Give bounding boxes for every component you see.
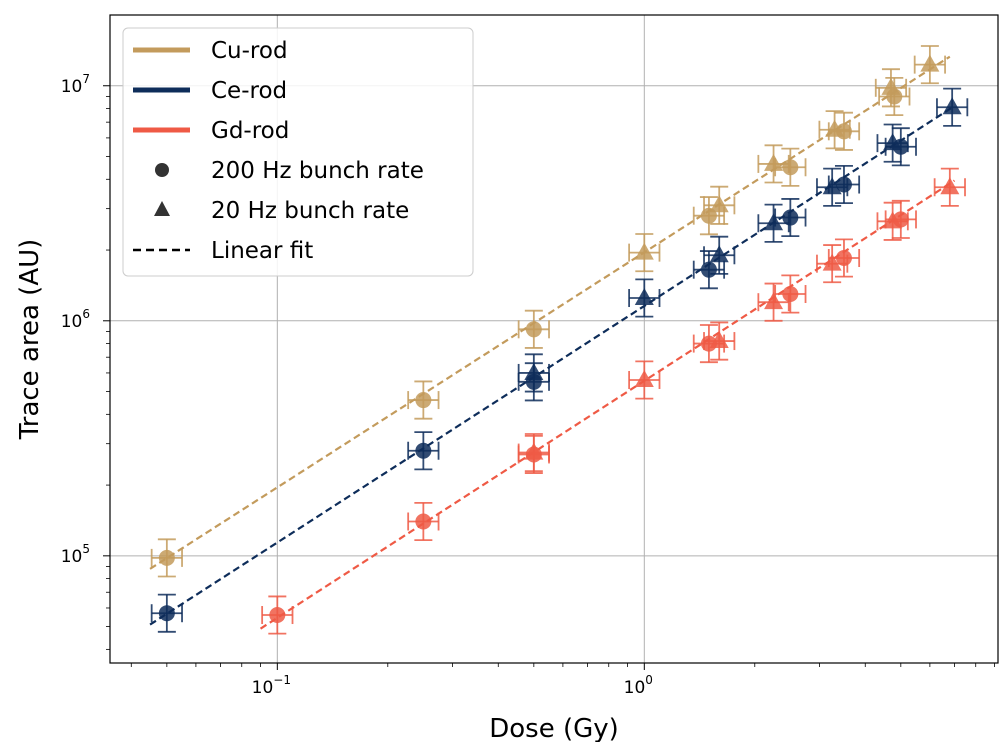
ce-rod-200hz-point-4 [774,198,807,238]
circle-marker [415,392,432,409]
cu-rod-20hz-point-5 [913,45,946,85]
legend-label: Ce-rod [211,78,287,104]
ce-rod-200hz-point-1 [407,431,440,471]
triangle-marker [709,245,729,263]
triangle-marker [634,242,654,260]
ce-rod-20hz-point-0 [517,353,550,393]
ce-rod-200hz-point-0 [150,593,183,633]
cu-rod-20hz-point-3 [818,110,851,150]
x-tick-label-1: 100 [624,673,653,698]
y-tick-label-0: 105 [61,542,90,567]
triangle-marker [881,77,901,95]
triangle-marker [822,253,842,271]
legend-item-3: 200 Hz bunch rate [155,158,424,184]
circle-marker [269,607,286,624]
cu-rod-200hz-point-0 [150,538,183,578]
ce-rod-20hz-point-6 [936,87,969,127]
gd-rod-20hz-point-3 [757,282,790,322]
circle-marker [782,286,799,303]
legend-item-1: Ce-rod [133,78,287,104]
gd-rod-20hz-point-1 [628,360,661,400]
y-tick-label-2: 107 [61,72,90,97]
circle-marker [415,442,432,459]
fit-line-ce-rod [149,105,956,626]
triangle-marker [883,211,903,229]
legend: Cu-rod Ce-rod Gd-rod 200 Hz bunch rate 20 Hz… [122,27,474,277]
plot-frame [109,14,999,664]
cu-rod-200hz-point-2 [517,309,550,349]
triangle-marker [764,292,784,310]
triangle-marker [709,331,729,349]
triangle-marker [524,442,544,460]
circle-marker [158,605,175,622]
gd-rod-20hz-point-0 [517,433,550,473]
legend-box [122,27,474,277]
cu-rod-20hz-point-0 [628,233,661,273]
ce-rod-20hz-point-3 [757,203,790,243]
ce-rod-20hz-point-2 [703,235,736,275]
triangle-marker [883,133,903,151]
triangle-marker [634,288,654,306]
circle-marker [782,209,799,226]
circle-marker [525,321,542,338]
legend-triangle-icon [154,201,170,216]
legend-label: Linear fit [211,238,313,264]
triangle-marker [942,97,962,115]
legend-label: 20 Hz bunch rate [211,198,409,224]
legend-item-0: Cu-rod [133,38,288,64]
legend-circle-icon [155,163,169,177]
ce-rod-20hz-point-1 [628,278,661,318]
triangle-marker [920,54,940,72]
ce-rod-20hz-point-4 [816,167,849,207]
triangle-marker [764,153,784,171]
gd-rod-200hz-point-1 [407,501,440,542]
gd-rod-20hz-point-2 [703,321,736,361]
triangle-marker [822,177,842,195]
triangle-marker [940,177,960,195]
axis-ticks: 10−1 100 105 106 107 [61,72,995,698]
gd-rod-20hz-point-5 [876,201,909,241]
circle-marker [415,513,432,530]
gd-rod-20hz-point-4 [816,244,849,284]
y-tick-label-1: 106 [61,307,90,332]
triangle-marker [709,195,729,213]
gd-rod-200hz-point-0 [261,595,294,635]
cu-rod-200hz-point-6 [878,76,911,117]
legend-label: 200 Hz bunch rate [211,158,424,184]
x-axis-label: Dose (Gy) [489,714,619,742]
cu-rod-200hz-point-1 [407,380,440,420]
gd-rod-20hz-point-6 [933,167,966,207]
data-points [150,45,969,635]
fit-line-cu-rod [149,55,951,570]
triangle-marker [524,362,544,380]
legend-label: Gd-rod [211,118,289,144]
circle-marker [782,159,799,176]
ce-rod-20hz-point-5 [876,123,909,163]
legend-label: Cu-rod [211,38,288,64]
cu-rod-20hz-point-2 [757,144,790,184]
y-axis-label: Trace area (AU) [15,239,45,441]
x-tick-label-0: 10−1 [252,673,291,698]
legend-item-4: 20 Hz bunch rate [154,198,409,224]
cu-rod-20hz-point-4 [874,68,908,108]
cu-rod-200hz-point-5 [827,111,861,151]
gd-rod-200hz-point-4 [774,274,807,314]
triangle-marker [764,213,784,231]
circle-marker [158,549,175,566]
legend-item-2: Gd-rod [133,118,289,144]
cu-rod-20hz-point-1 [703,185,736,225]
triangle-marker [825,119,845,137]
legend-item-5: Linear fit [133,238,313,264]
triangle-marker [634,369,654,387]
